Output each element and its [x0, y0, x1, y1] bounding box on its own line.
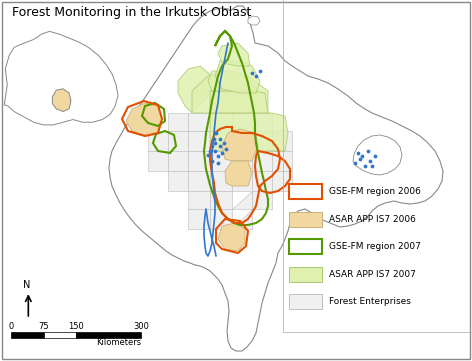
Polygon shape	[210, 209, 232, 229]
Point	[216, 136, 224, 142]
Point	[222, 146, 230, 152]
Point	[211, 140, 219, 146]
Point	[204, 152, 212, 158]
Polygon shape	[168, 151, 188, 171]
Point	[366, 158, 374, 164]
Bar	[289, 184, 322, 199]
Point	[252, 73, 260, 79]
Polygon shape	[126, 103, 162, 136]
Polygon shape	[188, 209, 210, 229]
Point	[211, 148, 219, 154]
Bar	[289, 239, 322, 254]
Text: Forest Monitoring in the Irkutsk Oblast: Forest Monitoring in the Irkutsk Oblast	[12, 6, 252, 19]
Polygon shape	[210, 113, 232, 131]
Polygon shape	[272, 131, 292, 151]
Bar	[76, 332, 141, 338]
Text: 75: 75	[38, 322, 49, 331]
Polygon shape	[208, 71, 255, 91]
Point	[358, 153, 366, 159]
Bar	[289, 294, 322, 309]
Polygon shape	[168, 171, 188, 191]
Point	[361, 163, 369, 169]
Polygon shape	[225, 161, 252, 186]
Text: Forest Enterprises: Forest Enterprises	[329, 297, 411, 306]
Polygon shape	[210, 191, 232, 209]
Polygon shape	[210, 131, 232, 151]
Text: GSE-FM region 2006: GSE-FM region 2006	[329, 187, 421, 196]
Polygon shape	[210, 91, 268, 113]
Polygon shape	[272, 151, 292, 171]
Point	[206, 148, 214, 154]
Polygon shape	[252, 113, 272, 131]
Polygon shape	[148, 151, 168, 171]
Point	[256, 68, 264, 74]
Bar	[11, 332, 44, 338]
Text: N: N	[23, 280, 31, 290]
Polygon shape	[232, 191, 252, 209]
Polygon shape	[252, 151, 272, 171]
Polygon shape	[4, 31, 118, 125]
Polygon shape	[109, 6, 443, 351]
Point	[210, 136, 218, 142]
Text: GSE-FM region 2007: GSE-FM region 2007	[329, 242, 421, 251]
Bar	[289, 267, 322, 282]
Polygon shape	[232, 113, 252, 131]
Text: 0: 0	[8, 322, 14, 331]
Polygon shape	[222, 129, 258, 161]
Text: ASAR APP IS7 2006: ASAR APP IS7 2006	[329, 214, 416, 223]
Polygon shape	[210, 151, 232, 171]
Point	[214, 153, 222, 159]
Polygon shape	[248, 16, 260, 25]
Point	[220, 140, 228, 146]
Polygon shape	[188, 131, 210, 151]
Text: Kilometers: Kilometers	[96, 338, 141, 347]
Polygon shape	[252, 171, 272, 191]
Point	[208, 143, 216, 149]
Polygon shape	[232, 171, 252, 191]
Polygon shape	[218, 223, 245, 251]
Polygon shape	[252, 131, 272, 151]
Point	[368, 163, 376, 169]
Polygon shape	[218, 43, 250, 66]
Polygon shape	[210, 113, 288, 151]
Polygon shape	[188, 151, 210, 171]
Point	[248, 70, 256, 76]
Point	[371, 153, 379, 159]
Polygon shape	[188, 113, 210, 131]
Point	[218, 150, 226, 156]
Polygon shape	[188, 191, 210, 209]
Polygon shape	[188, 171, 210, 191]
Polygon shape	[252, 191, 272, 209]
Polygon shape	[168, 131, 188, 151]
Bar	[289, 212, 322, 227]
Polygon shape	[353, 135, 402, 175]
Point	[351, 160, 359, 166]
Point	[364, 148, 372, 154]
Polygon shape	[232, 209, 252, 229]
Point	[354, 150, 362, 156]
Polygon shape	[272, 171, 292, 191]
Point	[214, 160, 222, 166]
Polygon shape	[148, 131, 168, 151]
Polygon shape	[52, 89, 71, 112]
Polygon shape	[168, 113, 188, 131]
Polygon shape	[232, 151, 252, 171]
Polygon shape	[178, 66, 212, 113]
Point	[212, 130, 220, 136]
Text: 300: 300	[133, 322, 149, 331]
Text: 150: 150	[68, 322, 84, 331]
Polygon shape	[210, 171, 232, 191]
Point	[208, 158, 216, 164]
Polygon shape	[192, 71, 268, 113]
Polygon shape	[232, 131, 252, 151]
Polygon shape	[215, 61, 260, 93]
Bar	[43, 332, 76, 338]
Text: ASAR APP IS7 2007: ASAR APP IS7 2007	[329, 270, 416, 279]
Point	[356, 156, 364, 162]
Point	[216, 143, 224, 149]
